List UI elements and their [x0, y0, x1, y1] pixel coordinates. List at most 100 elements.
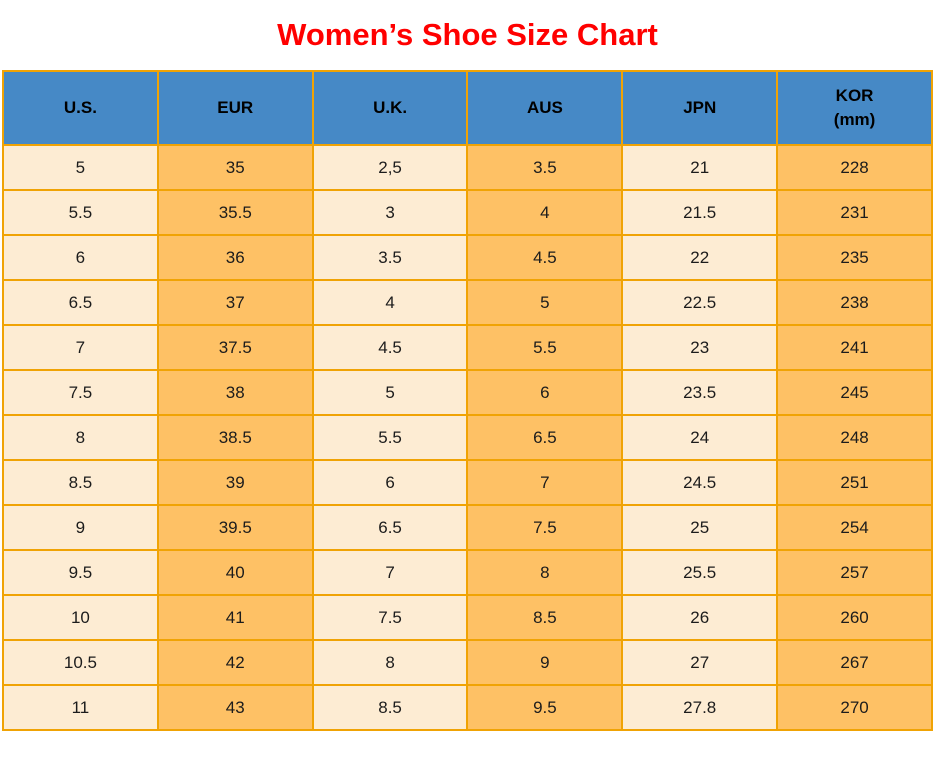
table-row: 5.5 35.5 3 4 21.5 231 [2, 189, 933, 236]
table-row: 11 43 8.5 9.5 27.8 270 [2, 684, 933, 731]
table-cell: 25 [621, 504, 779, 551]
table-row: 5 35 2,5 3.5 21 228 [2, 144, 933, 191]
table-cell: 5 [2, 144, 159, 191]
table-cell: 22 [621, 234, 779, 281]
table-cell: 43 [156, 684, 314, 731]
table-cell: 25.5 [621, 549, 779, 596]
table-body: 5 35 2,5 3.5 21 228 5.5 35.5 3 4 21.5 231 6 36 3.5 4.5 2… [2, 144, 933, 731]
table-head: U.S. EUR U.K. AUS JPN KOR (mm) [2, 70, 933, 146]
table-cell: 35 [156, 144, 314, 191]
table-row: 8 38.5 5.5 6.5 24 248 [2, 414, 933, 461]
table-row: 7 37.5 4.5 5.5 23 241 [2, 324, 933, 371]
table-cell: 260 [776, 594, 933, 641]
table-cell: 24.5 [621, 459, 779, 506]
table-cell: 11 [2, 684, 159, 731]
table-cell: 254 [776, 504, 933, 551]
table-cell: 42 [156, 639, 314, 686]
table-cell: 21.5 [621, 189, 779, 236]
table-row: 9.5 40 7 8 25.5 257 [2, 549, 933, 596]
table-cell: 35.5 [156, 189, 314, 236]
table-row: 8.5 39 6 7 24.5 251 [2, 459, 933, 506]
table-cell: 6 [311, 459, 469, 506]
table-cell: 26 [621, 594, 779, 641]
table-cell: 6 [2, 234, 159, 281]
table-cell: 9 [466, 639, 624, 686]
table-cell: 2,5 [311, 144, 469, 191]
table-cell: 7.5 [466, 504, 624, 551]
column-header-aus: AUS [466, 70, 624, 146]
column-header-eur: EUR [156, 70, 314, 146]
table-cell: 6.5 [2, 279, 159, 326]
table-row: 10.5 42 8 9 27 267 [2, 639, 933, 686]
table-cell: 7 [2, 324, 159, 371]
table-cell: 37.5 [156, 324, 314, 371]
table-cell: 8.5 [2, 459, 159, 506]
table-cell: 37 [156, 279, 314, 326]
table-cell: 5.5 [466, 324, 624, 371]
column-header-uk: U.K. [311, 70, 469, 146]
table-cell: 7 [466, 459, 624, 506]
table-cell: 27 [621, 639, 779, 686]
table-cell: 22.5 [621, 279, 779, 326]
column-header-jpn: JPN [621, 70, 779, 146]
table-cell: 4 [466, 189, 624, 236]
table-cell: 257 [776, 549, 933, 596]
table-cell: 38 [156, 369, 314, 416]
table-row: 6 36 3.5 4.5 22 235 [2, 234, 933, 281]
table-cell: 7.5 [2, 369, 159, 416]
table-cell: 36 [156, 234, 314, 281]
table-cell: 27.8 [621, 684, 779, 731]
table-cell: 3.5 [311, 234, 469, 281]
table-cell: 7.5 [311, 594, 469, 641]
table-cell: 270 [776, 684, 933, 731]
column-header-us: U.S. [2, 70, 159, 146]
table-cell: 267 [776, 639, 933, 686]
table-cell: 235 [776, 234, 933, 281]
table-cell: 6.5 [311, 504, 469, 551]
table-cell: 241 [776, 324, 933, 371]
table-cell: 3 [311, 189, 469, 236]
table-cell: 10 [2, 594, 159, 641]
table-row: 10 41 7.5 8.5 26 260 [2, 594, 933, 641]
table-cell: 38.5 [156, 414, 314, 461]
table-cell: 5.5 [2, 189, 159, 236]
table-cell: 10.5 [2, 639, 159, 686]
table-cell: 41 [156, 594, 314, 641]
table-cell: 8 [466, 549, 624, 596]
table-cell: 248 [776, 414, 933, 461]
table-cell: 228 [776, 144, 933, 191]
table-cell: 23 [621, 324, 779, 371]
table-cell: 5 [311, 369, 469, 416]
table-row: 9 39.5 6.5 7.5 25 254 [2, 504, 933, 551]
table-cell: 7 [311, 549, 469, 596]
table-cell: 40 [156, 549, 314, 596]
table-cell: 245 [776, 369, 933, 416]
header-row: U.S. EUR U.K. AUS JPN KOR (mm) [2, 70, 933, 146]
table-row: 6.5 37 4 5 22.5 238 [2, 279, 933, 326]
table-cell: 4.5 [466, 234, 624, 281]
page-title: Women’s Shoe Size Chart [277, 17, 658, 52]
table-cell: 6 [466, 369, 624, 416]
shoe-size-table: U.S. EUR U.K. AUS JPN KOR (mm) 5 35 2,5 3.5 21 228 5… [2, 70, 933, 731]
table-cell: 9.5 [466, 684, 624, 731]
table-cell: 24 [621, 414, 779, 461]
column-header-kor: KOR (mm) [776, 70, 933, 146]
table-cell: 9 [2, 504, 159, 551]
table-cell: 39.5 [156, 504, 314, 551]
table-cell: 4 [311, 279, 469, 326]
table-cell: 9.5 [2, 549, 159, 596]
table-cell: 251 [776, 459, 933, 506]
table-cell: 5 [466, 279, 624, 326]
table-cell: 5.5 [311, 414, 469, 461]
table-cell: 6.5 [466, 414, 624, 461]
table-cell: 21 [621, 144, 779, 191]
table-row: 7.5 38 5 6 23.5 245 [2, 369, 933, 416]
table-cell: 8 [2, 414, 159, 461]
table-cell: 231 [776, 189, 933, 236]
table-cell: 238 [776, 279, 933, 326]
table-cell: 4.5 [311, 324, 469, 371]
table-cell: 39 [156, 459, 314, 506]
table-cell: 8 [311, 639, 469, 686]
table-cell: 8.5 [466, 594, 624, 641]
